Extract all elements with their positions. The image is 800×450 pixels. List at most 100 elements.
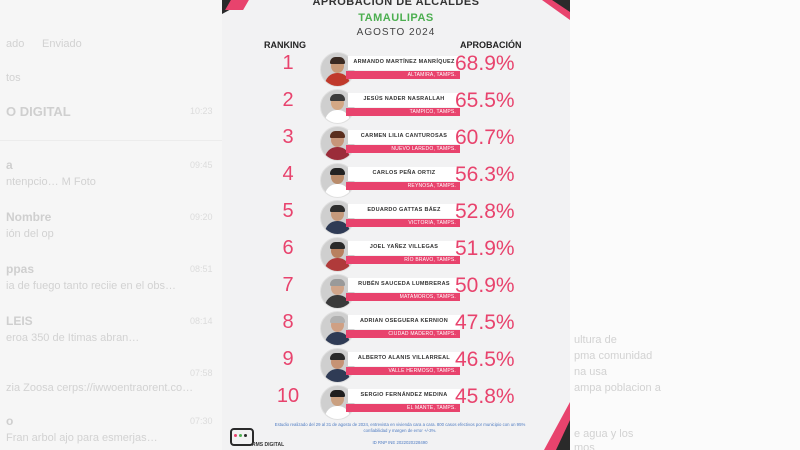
mayor-city: ALTAMIRA, TAMPS. [407,72,456,78]
bg-chat-title[interactable]: a [6,158,13,172]
bg-time: 09:20 [190,212,213,222]
approval-percent: 47.5% [455,311,515,334]
bg-chat-preview: ntenpcio… M Foto [6,176,96,188]
bg-chat-preview: ia de fuego tanto reciie en el obs… [6,280,177,292]
ranking-row: 2 JESÚS NADER NASRALLAH TAMPICO, TAMPS. 65.… [222,89,570,124]
city-tag: TAMPICO, TAMPS. [346,108,460,116]
mayor-city: VALLE HERMOSO, TAMPS. [388,368,456,374]
bg-article-text: mos [574,442,595,450]
background-chat-list: ado Enviado tos O DIGITAL 10:23 a 09:45 … [0,0,222,450]
ranking-row: 9 ALBERTO ALANIS VILLARREAL VALLE HERMOSO,… [222,348,570,383]
mayor-city: MATAMOROS, TAMPS. [399,294,456,300]
approval-infographic[interactable]: APROBACIÓN DE ALCALDES TAMAULIPAS AGOSTO… [222,0,570,450]
mayor-city: TAMPICO, TAMPS. [409,109,456,115]
bg-tab-label[interactable]: ado [6,38,25,50]
name-plate: JOEL YAÑEZ VILLEGAS [348,241,460,255]
city-tag: NUEVO LAREDO, TAMPS. [346,145,460,153]
bg-time: 09:45 [190,160,213,170]
poster-period: AGOSTO 2024 [356,27,436,38]
bg-article-text: na usa [574,366,608,378]
bg-chat-preview: ión del op [6,228,54,240]
mayor-city: EL MANTE, TAMPS. [407,405,456,411]
approval-percent: 51.9% [455,237,515,260]
ranking-row: 7 RUBÉN SAUCEDA LUMBRERAS MATAMOROS, TAMPS… [222,274,570,309]
bg-time: 07:30 [190,416,213,426]
bg-chat-title[interactable]: LEIS [6,314,33,328]
name-plate: CARLOS PEÑA ORTIZ [348,167,460,181]
approval-percent: 60.7% [455,126,515,149]
rank-number: 3 [282,126,294,148]
bg-chat-title[interactable]: ppas [6,262,35,276]
background-article-panel: ultura de pma comunidad na usa ampa pobl… [570,0,800,450]
approval-percent: 65.5% [455,89,515,112]
city-tag: EL MANTE, TAMPS. [346,404,460,412]
approval-percent: 68.9% [455,52,515,75]
bg-article-text: pma comunidad [574,350,653,362]
ranking-row: 10 SERGIO FERNÁNDEZ MEDINA EL MANTE, TAMPS… [222,385,570,420]
mayor-city: NUEVO LAREDO, TAMPS. [391,146,456,152]
bg-article-text: e agua y los [574,428,634,440]
ranking-row: 8 ADRIAN OSEGUERA KERNION CIUDAD MADERO, T… [222,311,570,346]
bg-time: 07:58 [190,368,213,378]
brand-logo-text: RMS DIGITAL [252,442,285,448]
bg-chat-title[interactable]: O DIGITAL [6,104,71,119]
rank-number: 1 [282,52,294,74]
mayor-name: EDUARDO GATTAS BÁEZ [367,207,441,213]
approval-percent: 52.8% [455,200,515,223]
approval-percent: 46.5% [455,348,515,371]
approval-percent: 56.3% [455,163,515,186]
study-footnote: Estudio realizado del 29 al 31 de agosto… [274,422,526,433]
mayor-name: CARLOS PEÑA ORTIZ [372,170,436,176]
bg-time: 08:51 [190,264,213,274]
rank-number: 7 [282,274,294,296]
rank-number: 5 [282,200,294,222]
bg-chat-preview: eroa 350 de Itimas abran… [6,332,140,344]
ranking-row: 3 CARMEN LILIA CANTUROSAS NUEVO LAREDO, TA… [222,126,570,161]
ranking-row: 1 ARMANDO MARTÍNEZ MANRÍQUEZ ALTAMIRA, TAM… [222,52,570,87]
mayor-name: RUBÉN SAUCEDA LUMBRERAS [358,281,450,287]
bg-chat-preview: zia Zoosa cerps://iwwoentraorent.co… [6,382,194,394]
name-plate: RUBÉN SAUCEDA LUMBRERAS [348,278,460,292]
study-id: ID RNP INE 2022020228490 [372,440,428,445]
rank-number: 6 [282,237,294,259]
name-plate: JESÚS NADER NASRALLAH [348,93,460,107]
mayor-city: RÍO BRAVO, TAMPS. [404,257,456,263]
ranking-row: 5 EDUARDO GATTAS BÁEZ VICTORIA, TAMPS. 52.8… [222,200,570,235]
bg-time: 08:14 [190,316,213,326]
rank-number: 8 [282,311,294,333]
city-tag: RÍO BRAVO, TAMPS. [346,256,460,264]
city-tag: VICTORIA, TAMPS. [346,219,460,227]
name-plate: CARMEN LILIA CANTUROSAS [348,130,460,144]
mayor-name: ARMANDO MARTÍNEZ MANRÍQUEZ [353,59,455,65]
bg-tab-label[interactable]: Enviado [42,38,82,50]
city-tag: VALLE HERMOSO, TAMPS. [346,367,460,375]
ranking-header: RANKING [264,40,306,50]
city-tag: CIUDAD MADERO, TAMPS. [346,330,460,338]
poster-title: APROBACIÓN DE ALCALDES [312,0,480,8]
brand-logo-icon [230,428,254,446]
mayor-city: CIUDAD MADERO, TAMPS. [388,331,456,337]
bg-article-text: ultura de [574,334,617,346]
city-tag: REYNOSA, TAMPS. [346,182,460,190]
bg-divider [0,140,222,141]
mayor-name: ADRIAN OSEGUERA KERNION [360,318,448,324]
mayor-photo [320,311,355,346]
name-plate: EDUARDO GATTAS BÁEZ [348,204,460,218]
city-tag: ALTAMIRA, TAMPS. [346,71,460,79]
mayor-city: VICTORIA, TAMPS. [408,220,456,226]
rank-number: 9 [282,348,294,370]
mayor-name: ALBERTO ALANIS VILLARREAL [357,355,451,361]
mayor-name: SERGIO FERNÁNDEZ MEDINA [360,392,448,398]
bg-chat-title[interactable]: o [6,414,14,428]
mayor-name: JESÚS NADER NASRALLAH [363,96,445,102]
mayor-name: JOEL YAÑEZ VILLEGAS [369,244,439,250]
approval-header: APROBACIÓN [460,40,522,50]
bg-chat-title[interactable]: Nombre [6,210,52,224]
city-tag: MATAMOROS, TAMPS. [346,293,460,301]
mayor-city: REYNOSA, TAMPS. [407,183,456,189]
bg-chat-preview: Fran arbol ajo para esmerjas… [6,432,158,444]
name-plate: ALBERTO ALANIS VILLARREAL [348,352,460,366]
mayor-name: CARMEN LILIA CANTUROSAS [360,133,448,139]
rank-number: 2 [282,89,294,111]
mayor-photo [320,385,355,420]
